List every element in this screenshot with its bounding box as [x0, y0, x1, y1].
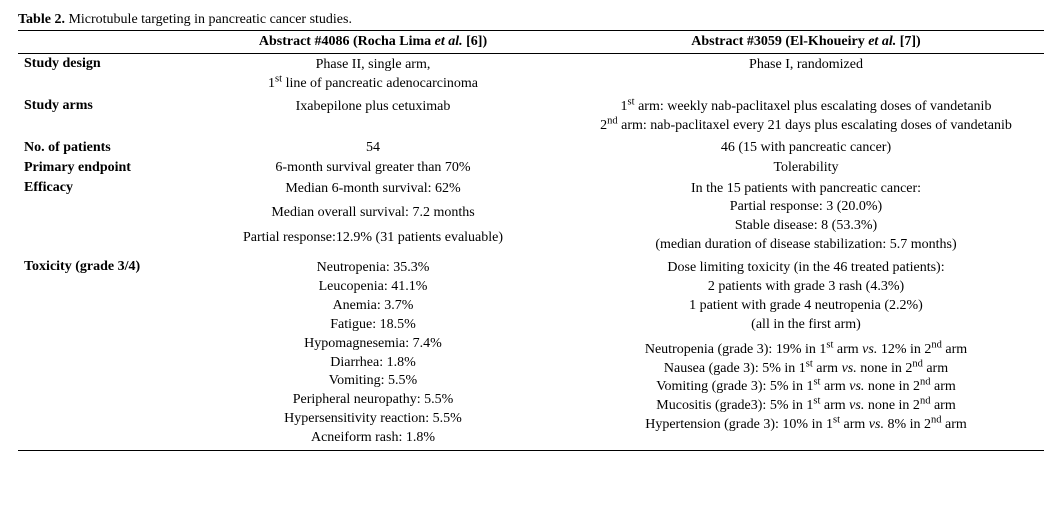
table-row: Study arms Ixabepilone plus cetuximab 1s… — [18, 96, 1044, 138]
row-label: Efficacy — [18, 178, 178, 258]
cell: Neutropenia: 35.3% Leucopenia: 41.1% Ane… — [178, 257, 568, 450]
cell: 46 (15 with pancreatic cancer) — [568, 138, 1044, 158]
cell: 54 — [178, 138, 568, 158]
row-label: Study design — [18, 54, 178, 96]
cell: 6-month survival greater than 70% — [178, 158, 568, 178]
cell: Median 6-month survival: 62% Median over… — [178, 178, 568, 258]
row-label: Study arms — [18, 96, 178, 138]
table-row: Toxicity (grade 3/4) Neutropenia: 35.3% … — [18, 257, 1044, 450]
cell: Ixabepilone plus cetuximab — [178, 96, 568, 138]
table-title-text: Microtubule targeting in pancreatic canc… — [65, 12, 352, 27]
table-row: Efficacy Median 6-month survival: 62% Me… — [18, 178, 1044, 258]
comparison-table: Abstract #4086 (Rocha Lima et al. [6]) A… — [18, 30, 1044, 451]
row-label: No. of patients — [18, 138, 178, 158]
cell: Dose limiting toxicity (in the 46 treate… — [568, 257, 1044, 450]
cell: Tolerability — [568, 158, 1044, 178]
table-row: No. of patients 54 46 (15 with pancreati… — [18, 138, 1044, 158]
header-col1: Abstract #4086 (Rocha Lima et al. [6]) — [178, 31, 568, 54]
row-label: Primary endpoint — [18, 158, 178, 178]
header-blank — [18, 31, 178, 54]
table-number: Table 2. — [18, 12, 65, 27]
table-row: Primary endpoint 6-month survival greate… — [18, 158, 1044, 178]
table-row: Study design Phase II, single arm, 1st l… — [18, 54, 1044, 96]
cell: Phase II, single arm, 1st line of pancre… — [178, 54, 568, 96]
table-caption: Table 2. Microtubule targeting in pancre… — [18, 12, 1044, 28]
cell: Phase I, randomized — [568, 54, 1044, 96]
cell: In the 15 patients with pancreatic cance… — [568, 178, 1044, 258]
row-label: Toxicity (grade 3/4) — [18, 257, 178, 450]
header-col2: Abstract #3059 (El-Khoueiry et al. [7]) — [568, 31, 1044, 54]
cell: 1st arm: weekly nab-paclitaxel plus esca… — [568, 96, 1044, 138]
